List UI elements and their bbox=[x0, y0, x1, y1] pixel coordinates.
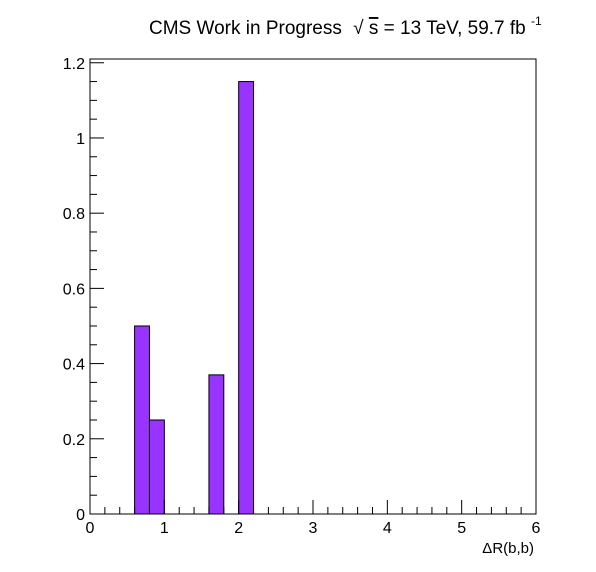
histogram-bar-2 bbox=[208, 374, 225, 515]
y-tick-label: 0.8 bbox=[63, 206, 85, 223]
x-tick-label: 0 bbox=[86, 520, 95, 537]
x-axis-ticks: 0 1 2 3 4 5 6 bbox=[86, 500, 541, 537]
x-tick-label: 1 bbox=[160, 520, 169, 537]
histogram-bars bbox=[134, 81, 255, 515]
histogram-bar-0 bbox=[134, 325, 150, 515]
title-energy: = 13 TeV, 59.7 fb bbox=[384, 18, 526, 39]
title-exponent: -1 bbox=[531, 14, 542, 28]
histogram-bar-1 bbox=[148, 419, 165, 515]
y-tick-label: 1 bbox=[76, 131, 85, 148]
title-prefix: CMS Work in Progress bbox=[149, 18, 342, 39]
x-tick-label: 6 bbox=[532, 520, 541, 537]
y-tick-label: 0.6 bbox=[63, 281, 85, 298]
x-tick-label: 4 bbox=[383, 520, 392, 537]
title-sqrt-symbol: √ bbox=[353, 18, 364, 39]
plot-frame bbox=[89, 58, 537, 515]
x-tick-label: 2 bbox=[234, 520, 243, 537]
y-axis-ticks: 0 0.2 0.4 0.6 0.8 1 1.2 bbox=[63, 56, 104, 524]
x-tick-label: 5 bbox=[457, 520, 466, 537]
y-tick-label: 1.2 bbox=[63, 56, 85, 73]
histogram-bar-3 bbox=[238, 81, 255, 515]
chart-title: CMS Work in Progress √ s = 13 TeV, 59.7 … bbox=[149, 14, 542, 39]
title-sqrt-var: s bbox=[369, 18, 379, 39]
y-tick-label: 0 bbox=[76, 507, 85, 524]
x-tick-label: 3 bbox=[309, 520, 318, 537]
y-tick-label: 0.2 bbox=[63, 432, 85, 449]
x-axis-label: ΔR(b,b) bbox=[482, 540, 534, 557]
y-tick-label: 0.4 bbox=[63, 357, 85, 374]
